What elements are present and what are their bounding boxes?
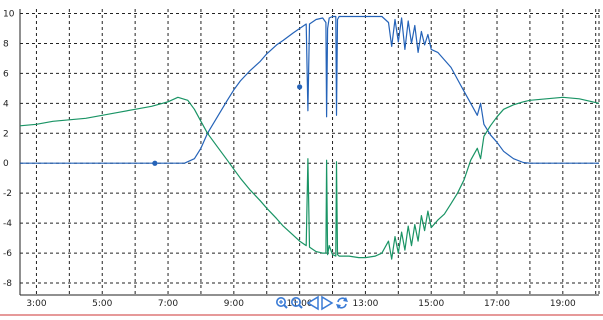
data-point-marker: [152, 160, 158, 166]
y-tick-label: 6: [3, 69, 9, 79]
y-tick-label: 0: [3, 159, 9, 169]
y-tick-label: 4: [3, 99, 9, 109]
pan-left-button[interactable]: [306, 295, 320, 311]
y-tick-label: 10: [3, 9, 15, 19]
x-tick-label: 19:00: [550, 299, 576, 309]
x-tick-label: 5:00: [92, 299, 112, 309]
chart-toolbar: [276, 295, 349, 311]
series-line-2: [19, 96, 600, 260]
y-tick-labels: 10 8 6 4 2 0 -2 -4 -6 -8: [3, 9, 15, 289]
x-tick-label: 3:00: [26, 299, 46, 309]
x-tick-label: 7:00: [158, 299, 178, 309]
zoom-out-icon: [291, 297, 303, 309]
zoom-out-button[interactable]: [291, 296, 304, 310]
data-point-marker: [297, 84, 303, 90]
x-tick-label: 17:00: [484, 299, 510, 309]
y-tick-label: 8: [3, 39, 9, 49]
zoom-in-button[interactable]: [276, 296, 289, 310]
pan-right-icon: [321, 295, 334, 311]
y-tick-label: 2: [3, 129, 9, 139]
y-tick-label: -6: [3, 249, 12, 259]
pan-left-icon: [306, 295, 319, 311]
x-tick-label: 15:00: [418, 299, 444, 309]
y-tick-label: -2: [3, 189, 12, 199]
axes: [0, 9, 603, 316]
x-tick-label: 9:00: [224, 299, 244, 309]
series-line-1: [20, 15, 599, 164]
y-tick-label: -4: [3, 219, 12, 229]
series-group: [19, 15, 600, 260]
x-tick-label: 13:00: [352, 299, 378, 309]
zoom-in-icon: [276, 297, 288, 309]
pan-right-button[interactable]: [321, 295, 334, 311]
refresh-button[interactable]: [336, 296, 349, 310]
y-tick-label: -8: [3, 279, 12, 289]
refresh-icon: [336, 297, 348, 309]
